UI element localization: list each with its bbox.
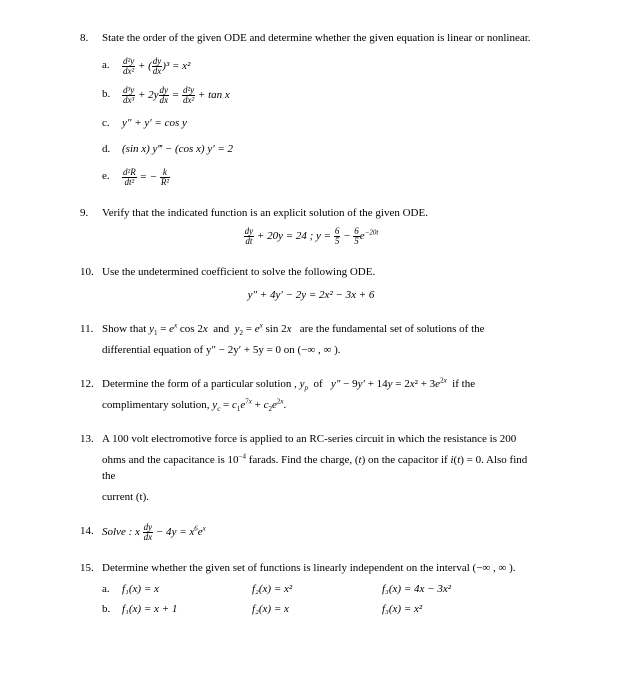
problem-number: 14. [80,523,102,540]
equation: d²ydx² + (dydx)³ = x² [122,57,542,76]
equation: d³ydx³ + 2ydydx = d²ydx² + tan x [122,86,542,105]
f2: f₂(x) = x [252,601,382,618]
problem-text-line2: ohms and the capacitance is 10−4 farads.… [102,452,542,485]
equation: (sin x) y‴ − (cos x) y′ = 2 [122,141,542,158]
problem-number: 13. [80,431,102,448]
f1: f₁(x) = x + 1 [122,601,252,618]
f3: f₃(x) = 4x − 3x² [382,581,512,598]
f2: f₂(x) = x² [252,581,382,598]
sub-label: c. [102,115,122,132]
f1: f₁(x) = x [122,581,252,598]
problem-text: Show that y1 = ex cos 2x and y2 = ex sin… [102,321,542,338]
f3: f₃(x) = x² [382,601,512,618]
problem-header: 11. Show that y1 = ex cos 2x and y2 = ex… [80,321,542,338]
equation: y″ + y′ = cos y [122,115,542,132]
page-content: 8. State the order of the given ODE and … [0,0,622,666]
problem-text-line2: complimentary solution, yc = c1e7x + c2e… [102,397,542,414]
problem-9: 9. Verify that the indicated function is… [80,205,542,247]
sub-label: a. [102,57,122,74]
problem-text-line3: current (t). [102,489,542,506]
problem-number: 15. [80,560,102,577]
equation: dydt + 20y = 24 ; y = 65 − 65e−20t [80,227,542,246]
problem-text-line2: differential equation of y″ − 2y′ + 5y =… [102,342,542,359]
equation: y″ + 4y′ − 2y = 2x² − 3x + 6 [80,287,542,304]
problem-number: 12. [80,376,102,393]
sub-item-e: e. d²Rdt² = − kR² [102,168,542,187]
problem-header: 15. Determine whether the given set of f… [80,560,542,577]
sub-item-b: b. f₁(x) = x + 1 f₂(x) = x f₃(x) = x² [102,601,542,618]
equation: d²Rdt² = − kR² [122,168,542,187]
problem-8: 8. State the order of the given ODE and … [80,30,542,187]
problem-15: 15. Determine whether the given set of f… [80,560,542,618]
sub-label: b. [102,601,122,618]
sub-label: b. [102,86,122,103]
sub-item-a: a. f₁(x) = x f₂(x) = x² f₃(x) = 4x − 3x² [102,581,542,598]
problem-text: Determine the form of a particular solut… [102,376,542,393]
problem-header: 14. Solve : x dydx − 4y = x6ex [80,523,542,542]
problem-number: 8. [80,30,102,47]
problem-header: 8. State the order of the given ODE and … [80,30,542,47]
sub-item-d: d. (sin x) y‴ − (cos x) y′ = 2 [102,141,542,158]
problem-13: 13. A 100 volt electromotive force is ap… [80,431,542,505]
sub-item-b: b. d³ydx³ + 2ydydx = d²ydx² + tan x [102,86,542,105]
problem-header: 9. Verify that the indicated function is… [80,205,542,222]
problem-header: 13. A 100 volt electromotive force is ap… [80,431,542,448]
problem-header: 12. Determine the form of a particular s… [80,376,542,393]
sub-item-c: c. y″ + y′ = cos y [102,115,542,132]
sub-item-a: a. d²ydx² + (dydx)³ = x² [102,57,542,76]
problem-11: 11. Show that y1 = ex cos 2x and y2 = ex… [80,321,542,358]
problem-number: 11. [80,321,102,338]
sub-label: d. [102,141,122,158]
sub-label: a. [102,581,122,598]
problem-text: Verify that the indicated function is an… [102,205,542,222]
problem-14: 14. Solve : x dydx − 4y = x6ex [80,523,542,542]
problem-10: 10. Use the undetermined coefficient to … [80,264,542,303]
problem-12: 12. Determine the form of a particular s… [80,376,542,413]
problem-text: State the order of the given ODE and det… [102,30,542,47]
problem-text: Determine whether the given set of funct… [102,560,542,577]
problem-header: 10. Use the undetermined coefficient to … [80,264,542,281]
sub-label: e. [102,168,122,185]
problem-number: 10. [80,264,102,281]
problem-text: A 100 volt electromotive force is applie… [102,431,542,448]
problem-text: Solve : x dydx − 4y = x6ex [102,523,542,542]
problem-text: Use the undetermined coefficient to solv… [102,264,542,281]
problem-number: 9. [80,205,102,222]
